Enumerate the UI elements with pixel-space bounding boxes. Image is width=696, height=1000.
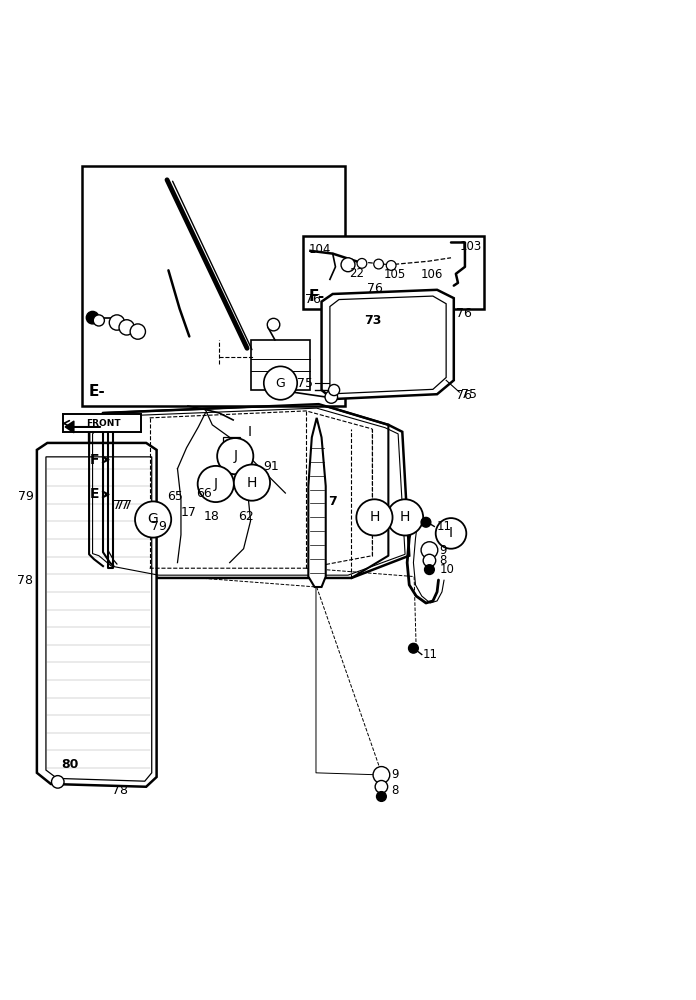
Bar xyxy=(63,414,141,432)
FancyArrowPatch shape xyxy=(65,421,100,432)
Text: 17: 17 xyxy=(181,506,197,519)
Text: I: I xyxy=(449,526,453,540)
Circle shape xyxy=(375,780,388,793)
Circle shape xyxy=(387,499,423,535)
Text: 77: 77 xyxy=(113,499,129,512)
Text: FRONT: FRONT xyxy=(86,419,120,428)
Polygon shape xyxy=(322,290,454,399)
Polygon shape xyxy=(89,404,409,578)
Polygon shape xyxy=(308,418,326,587)
Circle shape xyxy=(373,767,390,783)
Text: E: E xyxy=(90,487,100,501)
Circle shape xyxy=(198,466,234,502)
Text: 18: 18 xyxy=(204,510,219,523)
Circle shape xyxy=(267,318,280,331)
Circle shape xyxy=(421,542,438,558)
Text: 8: 8 xyxy=(391,784,399,797)
Circle shape xyxy=(341,258,355,272)
Text: 75: 75 xyxy=(296,377,313,390)
Polygon shape xyxy=(37,443,157,787)
Text: 105: 105 xyxy=(383,268,406,281)
Text: 62: 62 xyxy=(238,510,254,523)
Circle shape xyxy=(225,444,237,456)
Text: 104: 104 xyxy=(309,243,331,256)
Text: H: H xyxy=(370,510,379,524)
Text: 22: 22 xyxy=(349,267,365,280)
Text: 9: 9 xyxy=(391,768,399,781)
Circle shape xyxy=(423,554,436,567)
Circle shape xyxy=(217,438,253,474)
Text: 8: 8 xyxy=(439,554,447,567)
Text: G: G xyxy=(276,377,285,390)
Text: 11: 11 xyxy=(436,520,452,533)
Text: 73: 73 xyxy=(364,314,381,327)
Text: F: F xyxy=(90,453,100,467)
Text: 75: 75 xyxy=(461,388,477,401)
Circle shape xyxy=(234,465,270,501)
Text: 76: 76 xyxy=(367,282,382,295)
Text: 9: 9 xyxy=(439,544,447,557)
Circle shape xyxy=(52,776,64,788)
Circle shape xyxy=(377,792,386,801)
Text: 91: 91 xyxy=(263,460,279,473)
Text: 65: 65 xyxy=(167,490,183,503)
Text: 76: 76 xyxy=(456,307,472,320)
Text: 78: 78 xyxy=(17,574,33,587)
Circle shape xyxy=(425,565,434,574)
Text: 103: 103 xyxy=(459,240,482,253)
Text: 80: 80 xyxy=(61,758,78,771)
Circle shape xyxy=(436,518,466,549)
Circle shape xyxy=(86,311,99,324)
Text: 79: 79 xyxy=(17,490,33,503)
Text: 10: 10 xyxy=(439,563,454,576)
Circle shape xyxy=(93,315,104,326)
Circle shape xyxy=(374,259,383,269)
Text: E-: E- xyxy=(89,384,106,399)
Circle shape xyxy=(264,366,297,400)
Text: 76: 76 xyxy=(456,389,472,402)
Circle shape xyxy=(409,643,418,653)
Circle shape xyxy=(130,324,145,339)
Bar xyxy=(251,340,310,390)
Circle shape xyxy=(357,258,367,268)
Text: 79: 79 xyxy=(151,520,167,533)
Text: 76: 76 xyxy=(305,293,321,306)
Bar xyxy=(82,166,345,406)
Text: J: J xyxy=(214,477,218,491)
Text: F-: F- xyxy=(309,289,325,304)
Circle shape xyxy=(386,261,396,270)
Text: 66: 66 xyxy=(196,487,212,500)
Text: H: H xyxy=(400,510,410,524)
Circle shape xyxy=(329,384,340,396)
Text: 11: 11 xyxy=(423,648,438,661)
Text: I: I xyxy=(247,425,251,439)
Circle shape xyxy=(356,499,393,535)
Text: 78: 78 xyxy=(113,784,128,797)
Text: J: J xyxy=(233,449,237,463)
Text: 7: 7 xyxy=(329,495,338,508)
Circle shape xyxy=(109,315,125,330)
Text: 77: 77 xyxy=(116,499,132,512)
Circle shape xyxy=(421,517,431,527)
Bar xyxy=(303,236,484,309)
Bar xyxy=(223,437,240,460)
Circle shape xyxy=(135,501,171,538)
Text: 106: 106 xyxy=(420,268,443,281)
Text: G: G xyxy=(148,512,159,526)
Circle shape xyxy=(119,320,134,335)
Circle shape xyxy=(325,391,338,403)
Text: H: H xyxy=(247,476,257,490)
